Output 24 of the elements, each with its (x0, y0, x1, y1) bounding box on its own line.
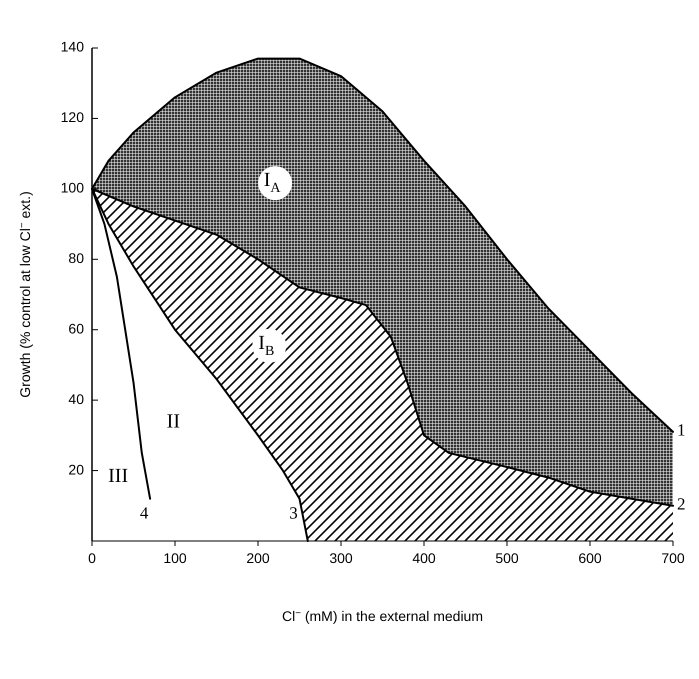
annotation: I$_{A}$ (264, 168, 282, 196)
annotation: II (166, 410, 180, 432)
y-tick-label: 40 (68, 390, 84, 407)
x-tick-label: 400 (412, 550, 436, 566)
series-label: 2 (677, 494, 686, 514)
y-tick-label: 120 (60, 109, 84, 126)
y-tick-label: 80 (68, 250, 84, 266)
annotation: I$_{B}$ (258, 331, 274, 359)
x-tick-label: 600 (578, 550, 602, 566)
x-tick-label: 0 (88, 550, 96, 566)
series-label: 3 (289, 504, 298, 523)
x-axis-title: Cl$^{−}$ (mM) in the external medium (282, 608, 484, 624)
series-label: 4 (140, 504, 149, 523)
x-tick-label: 500 (495, 550, 519, 566)
x-tick-label: 200 (246, 550, 270, 566)
series-label: 1 (677, 420, 686, 440)
x-tick-label: 700 (661, 550, 685, 566)
y-tick-label: 140 (60, 38, 84, 55)
y-tick-label: 100 (60, 180, 84, 196)
annotation: III (108, 464, 128, 487)
y-tick-label: 60 (68, 320, 84, 336)
y-tick-label: 20 (68, 461, 84, 478)
x-tick-label: 300 (329, 550, 353, 566)
x-tick-label: 100 (163, 550, 187, 566)
